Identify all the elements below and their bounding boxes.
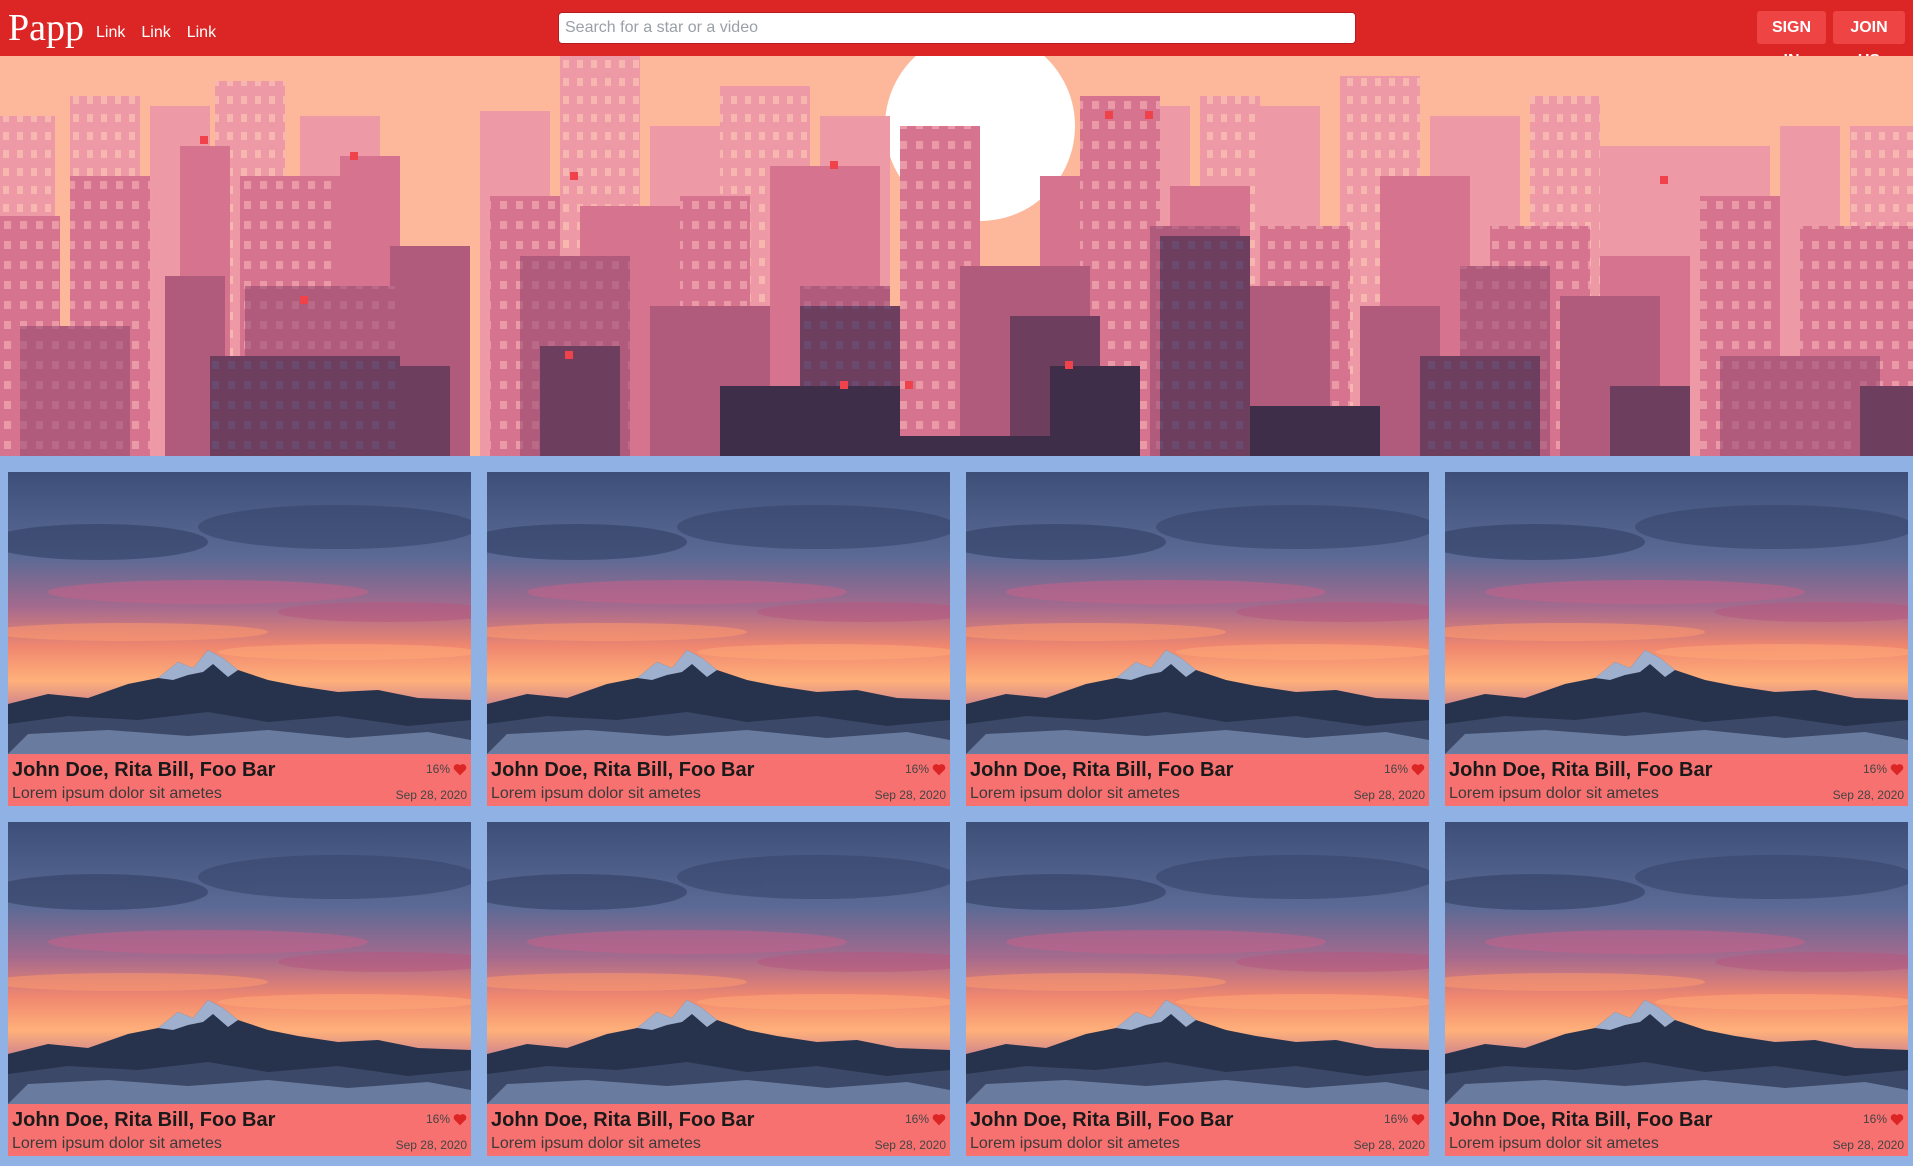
rating-value: 16% [425,1112,450,1126]
card-date: Sep 28, 2020 [1353,788,1425,802]
card-performers[interactable]: John Doe, Rita Bill, Foo Bar [1449,759,1713,781]
card-description: Lorem ipsum dolor sit ametes [12,1135,222,1152]
card-meta: John Doe, Rita Bill, Foo Bar 16% Lorem i… [966,754,1429,806]
card-meta: John Doe, Rita Bill, Foo Bar 16% Lorem i… [487,754,950,806]
heart-icon[interactable] [453,1113,467,1126]
video-thumbnail[interactable] [487,472,950,754]
video-thumbnail[interactable] [8,472,471,754]
card-date: Sep 28, 2020 [395,788,467,802]
card-meta: John Doe, Rita Bill, Foo Bar 16% Lorem i… [966,1104,1429,1156]
card-description: Lorem ipsum dolor sit ametes [491,785,701,802]
heart-icon[interactable] [932,763,946,776]
video-thumbnail[interactable] [966,822,1429,1104]
top-navbar: Papp Link Link Link SIGN IN JOIN US [0,0,1913,69]
video-card[interactable]: John Doe, Rita Bill, Foo Bar 16% Lorem i… [8,822,471,1156]
video-thumbnail[interactable] [966,472,1429,754]
video-card[interactable]: John Doe, Rita Bill, Foo Bar 16% Lorem i… [966,472,1429,806]
card-rating: 16% [905,762,946,776]
card-meta: John Doe, Rita Bill, Foo Bar 16% Lorem i… [487,1104,950,1156]
brand-logo[interactable]: Papp [8,7,84,49]
card-performers[interactable]: John Doe, Rita Bill, Foo Bar [970,1109,1234,1131]
video-card[interactable]: John Doe, Rita Bill, Foo Bar 16% Lorem i… [487,472,950,806]
card-rating: 16% [1384,762,1425,776]
card-description: Lorem ipsum dolor sit ametes [491,1135,701,1152]
card-rating: 16% [1863,762,1904,776]
nav-links: Link Link Link [96,23,216,43]
card-date: Sep 28, 2020 [1353,1138,1425,1152]
card-date: Sep 28, 2020 [874,788,946,802]
rating-value: 16% [904,762,929,776]
card-description: Lorem ipsum dolor sit ametes [970,785,1180,802]
video-thumbnail[interactable] [487,822,950,1104]
rating-value: 16% [1383,1112,1408,1126]
card-performers[interactable]: John Doe, Rita Bill, Foo Bar [12,759,276,781]
search-input[interactable] [558,12,1356,44]
video-thumbnail[interactable] [1445,822,1908,1104]
heart-icon[interactable] [1411,763,1425,776]
card-description: Lorem ipsum dolor sit ametes [12,785,222,802]
card-description: Lorem ipsum dolor sit ametes [970,1135,1180,1152]
video-card[interactable]: John Doe, Rita Bill, Foo Bar 16% Lorem i… [1445,472,1908,806]
card-rating: 16% [1384,1112,1425,1126]
heart-icon[interactable] [1411,1113,1425,1126]
card-date: Sep 28, 2020 [1832,1138,1904,1152]
video-card[interactable]: John Doe, Rita Bill, Foo Bar 16% Lorem i… [966,822,1429,1156]
card-date: Sep 28, 2020 [1832,788,1904,802]
card-meta: John Doe, Rita Bill, Foo Bar 16% Lorem i… [1445,1104,1908,1156]
card-rating: 16% [1863,1112,1904,1126]
card-performers[interactable]: John Doe, Rita Bill, Foo Bar [970,759,1234,781]
city-skyline-illustration [0,56,1913,456]
sign-in-button[interactable]: SIGN IN [1757,11,1826,69]
video-card[interactable]: John Doe, Rita Bill, Foo Bar 16% Lorem i… [8,472,471,806]
rating-value: 16% [1383,762,1408,776]
card-meta: John Doe, Rita Bill, Foo Bar 16% Lorem i… [1445,754,1908,806]
card-performers[interactable]: John Doe, Rita Bill, Foo Bar [491,1109,755,1131]
nav-link-2[interactable]: Link [141,24,171,41]
card-rating: 16% [905,1112,946,1126]
nav-link-3[interactable]: Link [186,24,217,41]
card-date: Sep 28, 2020 [395,1138,467,1152]
card-rating: 16% [426,762,467,776]
heart-icon[interactable] [932,1113,946,1126]
hero-banner [0,56,1913,456]
card-meta: John Doe, Rita Bill, Foo Bar 16% Lorem i… [8,754,471,806]
video-grid: John Doe, Rita Bill, Foo Bar 16% Lorem i… [8,472,1908,1156]
video-card[interactable]: John Doe, Rita Bill, Foo Bar 16% Lorem i… [487,822,950,1156]
nav-link-1[interactable]: Link [96,24,126,41]
heart-icon[interactable] [1890,763,1904,776]
rating-value: 16% [425,762,450,776]
card-performers[interactable]: John Doe, Rita Bill, Foo Bar [491,759,755,781]
rating-value: 16% [1862,762,1887,776]
card-performers[interactable]: John Doe, Rita Bill, Foo Bar [12,1109,276,1131]
card-rating: 16% [426,1112,467,1126]
heart-icon[interactable] [453,763,467,776]
rating-value: 16% [904,1112,929,1126]
card-meta: John Doe, Rita Bill, Foo Bar 16% Lorem i… [8,1104,471,1156]
join-us-button[interactable]: JOIN US [1833,11,1905,69]
video-thumbnail[interactable] [1445,472,1908,754]
card-performers[interactable]: John Doe, Rita Bill, Foo Bar [1449,1109,1713,1131]
card-description: Lorem ipsum dolor sit ametes [1449,785,1659,802]
rating-value: 16% [1862,1112,1887,1126]
card-description: Lorem ipsum dolor sit ametes [1449,1135,1659,1152]
card-date: Sep 28, 2020 [874,1138,946,1152]
heart-icon[interactable] [1890,1113,1904,1126]
video-card[interactable]: John Doe, Rita Bill, Foo Bar 16% Lorem i… [1445,822,1908,1156]
video-thumbnail[interactable] [8,822,471,1104]
